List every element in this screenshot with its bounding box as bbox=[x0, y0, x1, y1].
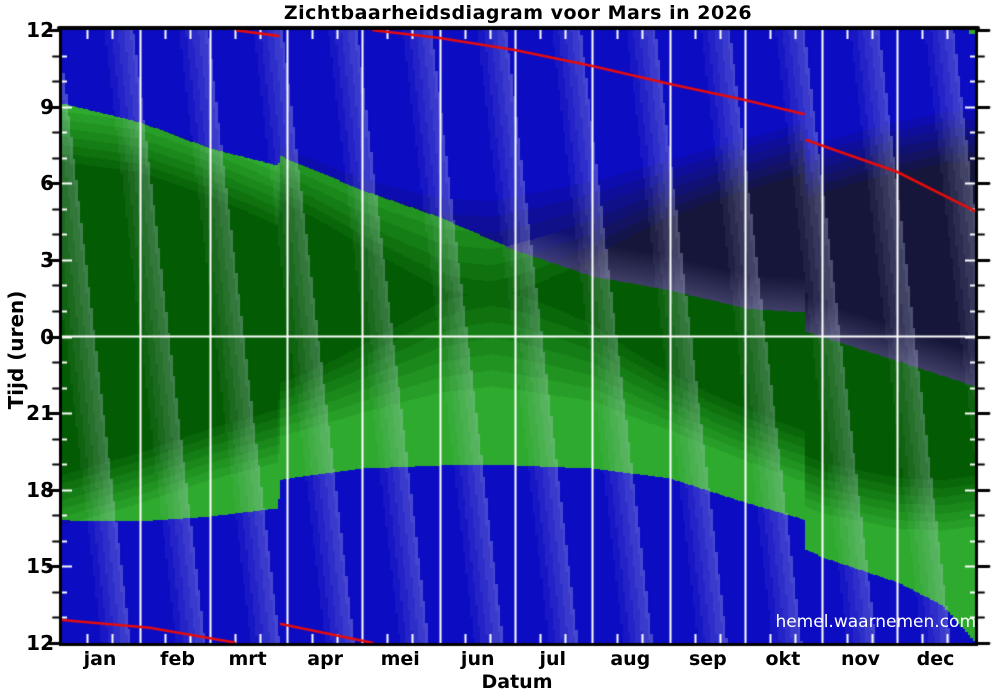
y-tick-label-7-15: 15 bbox=[26, 554, 54, 579]
x-tick-label-sep: sep bbox=[688, 648, 727, 670]
watermark-text: hemel.waarnemen.com bbox=[775, 612, 976, 632]
x-axis-label: Datum bbox=[481, 671, 553, 693]
x-tick-label-mrt: mrt bbox=[228, 648, 267, 670]
y-tick-label-1-9: 9 bbox=[40, 94, 54, 119]
x-tick-label-mei: mei bbox=[380, 648, 420, 670]
y-tick-label-3-3: 3 bbox=[40, 247, 54, 272]
y-tick-label-0-12: 12 bbox=[26, 18, 54, 42]
page-title: Zichtbaarheidsdiagram voor Mars in 2026 bbox=[283, 2, 753, 24]
x-tick-label-jul: jul bbox=[539, 648, 567, 670]
y-tick-label-5-21: 21 bbox=[26, 401, 54, 426]
y-tick-label-8-12: 12 bbox=[26, 631, 54, 655]
x-tick-label-jun: jun bbox=[460, 648, 495, 670]
y-tick-label-6-18: 18 bbox=[26, 477, 54, 502]
x-tick-label-feb: feb bbox=[160, 648, 195, 670]
y-tick-label-2-6: 6 bbox=[40, 171, 54, 196]
x-tick-label-nov: nov bbox=[840, 648, 880, 670]
x-tick-label-jan: jan bbox=[83, 648, 117, 670]
y-axis-label: Tijd (uren) bbox=[4, 290, 28, 410]
x-tick-label-okt: okt bbox=[765, 648, 801, 670]
y-tick-label-4-0: 0 bbox=[40, 324, 54, 349]
x-tick-label-apr: apr bbox=[307, 648, 344, 670]
x-tick-label-aug: aug bbox=[610, 648, 651, 670]
x-tick-label-dec: dec bbox=[916, 648, 955, 670]
